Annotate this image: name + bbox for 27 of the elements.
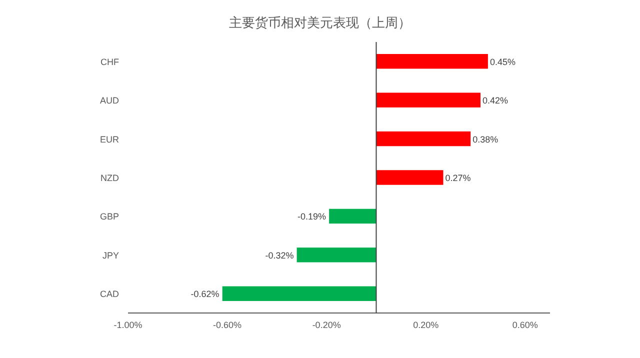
y-tick-label: JPY [102, 250, 119, 260]
y-tick-label: NZD [100, 173, 120, 183]
data-label: 0.45% [490, 56, 516, 67]
data-label: 0.42% [482, 96, 508, 106]
chart-title: 主要货币相对美元表现（上周） [229, 15, 411, 30]
data-label: -0.19% [298, 212, 326, 222]
data-label: -0.62% [190, 289, 220, 300]
y-tick-label: AUD [100, 96, 120, 106]
x-tick-label: -0.20% [312, 320, 341, 330]
x-tick-label: 0.20% [413, 320, 439, 330]
y-tick-label: CHF [100, 56, 120, 67]
x-tick-label: 0.60% [512, 320, 538, 330]
data-label: 0.27% [445, 173, 471, 183]
bar [376, 170, 444, 185]
data-label: -0.32% [265, 250, 294, 260]
bar [376, 54, 488, 69]
bar [376, 92, 480, 108]
bar [376, 131, 471, 146]
bar [296, 248, 376, 262]
x-tick-label: -1.00% [114, 320, 142, 330]
bar [329, 208, 376, 224]
y-tick-label: CAD [100, 289, 120, 300]
bar [222, 286, 376, 301]
y-tick-label: EUR [100, 134, 120, 144]
x-tick-label: -0.60% [213, 320, 242, 330]
y-tick-label: GBP [100, 212, 119, 222]
data-label: 0.38% [472, 134, 498, 144]
